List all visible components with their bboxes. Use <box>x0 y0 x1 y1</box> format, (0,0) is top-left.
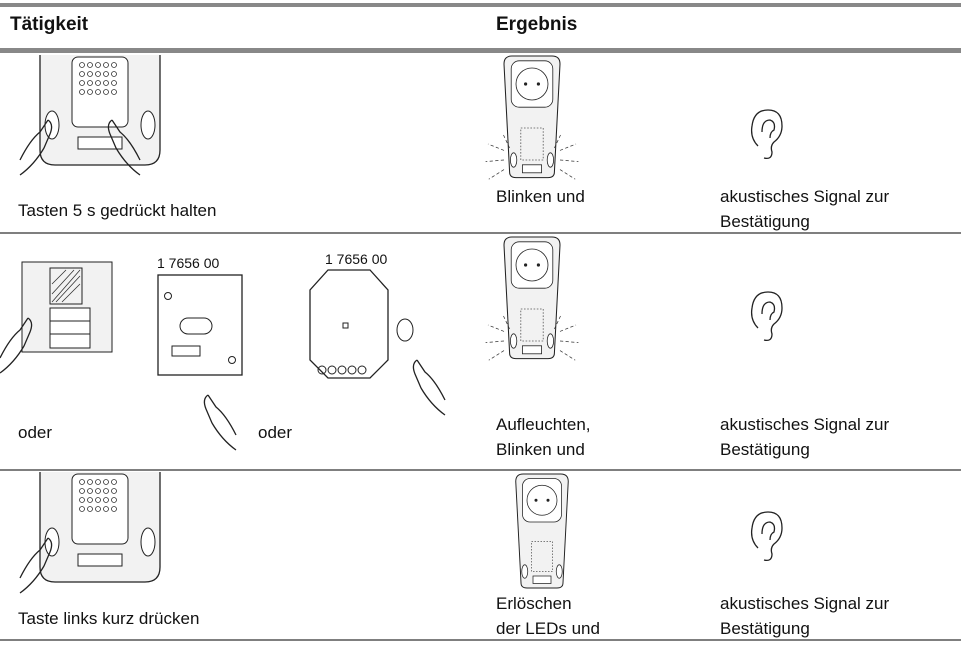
result-text: der LEDs und <box>496 619 600 638</box>
top-rule <box>0 3 961 7</box>
signal-text: Bestätigung <box>720 440 810 459</box>
signal-text: akustisches Signal zur <box>720 594 889 613</box>
column-header: Ergebnis <box>496 14 577 35</box>
header-rule <box>0 48 961 53</box>
activity-text: Tasten 5 s gedrückt halten <box>18 201 216 220</box>
result-text: Blinken und <box>496 187 585 206</box>
illustration <box>19 54 783 180</box>
result-text: Erlöschen <box>496 594 572 613</box>
result-text: Blinken und <box>496 440 585 459</box>
illustration <box>0 236 783 451</box>
signal-text: akustisches Signal zur <box>720 187 889 206</box>
illustration <box>19 471 783 594</box>
signal-text: Bestätigung <box>720 212 810 231</box>
activity-text: oder <box>258 423 292 442</box>
activity-text: oder <box>18 423 52 442</box>
device-label: 1 7656 00 <box>157 255 219 271</box>
result-text: Aufleuchten, <box>496 415 591 434</box>
activity-text: Taste links kurz drücken <box>18 609 199 628</box>
column-header: Tätigkeit <box>10 14 89 35</box>
device-label: 1 7656 00 <box>325 251 387 267</box>
signal-text: Bestätigung <box>720 619 810 638</box>
signal-text: akustisches Signal zur <box>720 415 889 434</box>
